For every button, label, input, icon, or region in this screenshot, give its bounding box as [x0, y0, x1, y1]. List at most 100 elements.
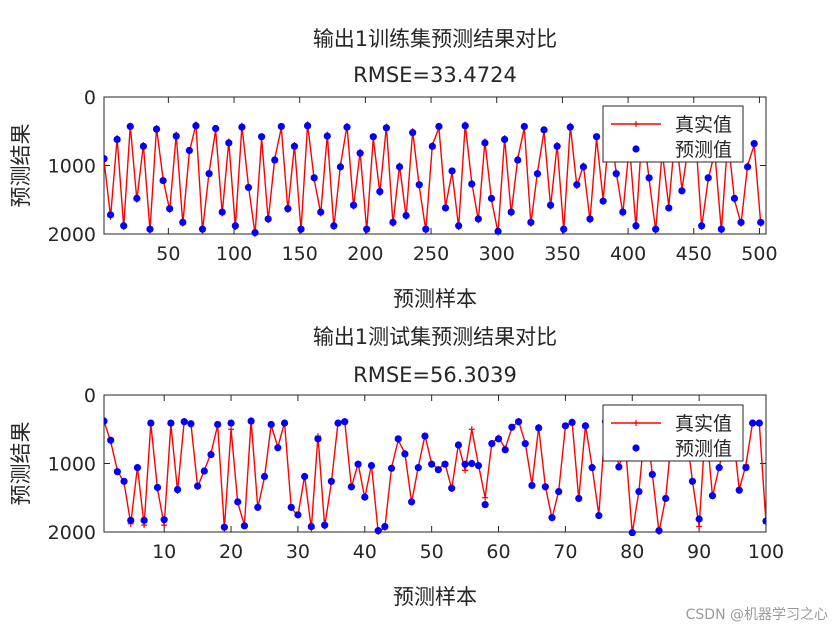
predicted-value-point — [612, 170, 620, 178]
predicted-value-point — [401, 450, 409, 458]
predicted-value-point — [481, 501, 489, 509]
predicted-value-point — [708, 492, 717, 500]
predicted-value-point — [349, 201, 358, 209]
predicted-value-point — [234, 498, 242, 506]
x-tick-label: 30 — [286, 541, 310, 563]
predicted-value-point — [310, 174, 318, 182]
predicted-value-point — [488, 440, 496, 448]
predicted-value-point — [231, 222, 239, 230]
true-value-point — [696, 523, 703, 530]
predicted-value-point — [595, 511, 603, 520]
predicted-value-point — [107, 436, 115, 444]
predicted-value-point — [356, 149, 364, 157]
predicted-value-point — [343, 123, 351, 131]
y-tick-label: 0 — [84, 87, 96, 109]
predicted-value-point — [363, 225, 371, 233]
predicted-value-point — [507, 208, 515, 216]
legend-pred-label: 预测值 — [675, 438, 732, 460]
predicted-value-point — [297, 225, 305, 233]
y-tick-label: 2000 — [48, 522, 96, 544]
predicted-value-point — [586, 215, 594, 223]
legend-pred-marker — [632, 444, 640, 452]
x-tick-label: 40 — [353, 541, 377, 563]
predicted-value-point — [762, 517, 766, 525]
predicted-value-point — [290, 142, 299, 150]
x-tick-label: 50 — [420, 541, 444, 563]
x-tick-label: 60 — [486, 541, 510, 563]
predicted-value-point — [757, 218, 765, 226]
plot-marks — [104, 417, 766, 536]
predicted-value-point — [744, 163, 752, 171]
predicted-value-point — [218, 208, 226, 216]
predicted-value-point — [167, 419, 175, 427]
predicted-value-point — [317, 208, 325, 216]
predicted-value-point — [501, 446, 509, 454]
true-value-point — [462, 467, 469, 474]
predicted-value-point — [284, 205, 292, 213]
true-value-point — [468, 426, 475, 433]
predicted-value-point — [735, 486, 743, 494]
chart-subtitle: RMSE=56.3039 — [353, 363, 517, 387]
predicted-value-point — [341, 418, 349, 426]
predicted-value-point — [750, 139, 758, 148]
predicted-value-point — [369, 133, 377, 141]
predicted-value-point — [474, 461, 483, 470]
predicted-value-point — [367, 461, 376, 470]
predicted-value-point — [152, 125, 161, 133]
predicted-value-point — [180, 418, 188, 426]
predicted-value-point — [695, 515, 703, 523]
predicted-value-point — [468, 180, 476, 188]
predicted-value-point — [336, 163, 345, 171]
x-tick-label: 80 — [620, 541, 644, 563]
y-axis-label: 预测结果 — [9, 422, 33, 506]
predicted-value-point — [540, 126, 548, 134]
watermark: CSDN @机器学习之心 — [685, 607, 828, 623]
x-tick-label: 250 — [413, 243, 449, 265]
legend-pred-marker — [632, 145, 640, 153]
predicted-value-point — [220, 523, 228, 531]
predicted-value-point — [251, 229, 259, 237]
predicted-value-point — [619, 208, 627, 216]
predicted-value-point — [330, 222, 338, 230]
predicted-value-point — [749, 419, 757, 427]
predicted-value-point — [120, 222, 128, 230]
y-tick-label: 0 — [84, 385, 96, 407]
predicted-value-point — [133, 464, 142, 472]
predicted-value-point — [568, 418, 576, 426]
predicted-value-point — [314, 435, 322, 443]
predicted-value-point — [376, 187, 384, 196]
legend-true-label: 真实值 — [675, 114, 732, 136]
predicted-value-point — [474, 215, 482, 223]
predicted-value-point — [146, 225, 154, 233]
predicted-value-point — [113, 468, 121, 476]
predicted-value-point — [548, 514, 556, 522]
predicted-value-point — [187, 420, 195, 428]
predicted-value-point — [422, 225, 430, 233]
predicted-value-point — [535, 424, 543, 432]
legend-box — [602, 105, 744, 163]
predicted-value-point — [294, 511, 302, 519]
predicted-value-point — [173, 485, 182, 494]
legend-true-marker — [633, 420, 639, 426]
predicted-value-point — [742, 464, 750, 472]
predicted-value-point — [520, 122, 528, 131]
x-tick-label: 200 — [347, 243, 383, 265]
predicted-value-point — [494, 227, 502, 235]
predicted-value-point — [212, 124, 220, 133]
predicted-value-point — [487, 194, 496, 202]
true-value-point — [228, 426, 235, 433]
predicted-value-point — [147, 419, 155, 427]
predicted-value-point — [200, 467, 208, 475]
predicted-value-point — [327, 477, 335, 485]
predicted-value-point — [225, 139, 233, 147]
predicted-value-point — [581, 422, 590, 430]
x-tick-label: 350 — [544, 243, 580, 265]
predicted-value-point — [126, 122, 134, 131]
predicted-value-point — [244, 183, 253, 192]
predicted-value-point — [521, 440, 529, 448]
predicted-value-point — [280, 419, 289, 427]
predicted-value-point — [374, 527, 382, 535]
predicted-value-point — [573, 181, 581, 189]
x-tick-label: 400 — [610, 243, 646, 265]
